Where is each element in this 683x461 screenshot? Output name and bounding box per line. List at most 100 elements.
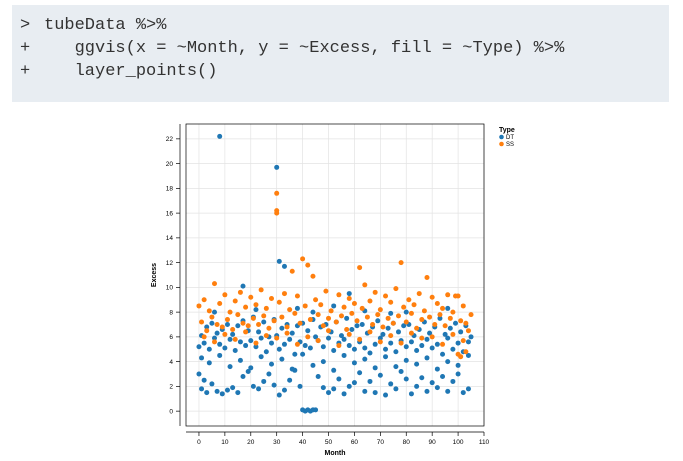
data-point [294, 305, 300, 311]
x-tick-label: 60 [351, 439, 359, 446]
data-point [333, 319, 339, 325]
legend-label-ss: SS [506, 142, 514, 148]
data-point [465, 352, 471, 358]
data-point [253, 344, 259, 350]
data-point [313, 297, 319, 303]
data-point [237, 357, 243, 363]
data-point [199, 355, 205, 361]
data-point [383, 346, 389, 352]
data-point [276, 346, 282, 352]
y-axis: 0 2 4 6 8 10 12 14 16 18 20 22 [166, 124, 181, 426]
data-point [206, 308, 212, 314]
data-point [419, 343, 425, 349]
data-point [408, 391, 414, 397]
y-tick-label: 0 [169, 408, 173, 415]
data-point [351, 300, 357, 306]
data-point [450, 309, 456, 315]
data-point [300, 256, 306, 262]
data-point [219, 324, 225, 330]
data-point [346, 291, 352, 297]
data-point [258, 354, 264, 360]
data-point [227, 309, 233, 315]
data-point [217, 133, 223, 139]
x-tick-label: 70 [377, 439, 385, 446]
data-point [367, 329, 373, 335]
data-point [427, 314, 433, 320]
data-point [375, 312, 381, 318]
data-point [388, 333, 394, 339]
y-tick-label: 10 [166, 285, 174, 292]
data-point [351, 380, 357, 386]
data-point [377, 307, 383, 313]
data-point [297, 320, 303, 326]
data-point [209, 381, 215, 387]
data-point [468, 312, 474, 318]
x-tick-label: 80 [403, 439, 411, 446]
data-point [460, 303, 466, 309]
y-axis-title: Excess [151, 263, 158, 287]
data-point [328, 308, 334, 314]
data-point [331, 367, 337, 373]
data-point [284, 330, 290, 336]
data-point [214, 388, 220, 394]
code-prompt: + [20, 39, 31, 58]
data-point [375, 318, 381, 324]
data-point [224, 387, 230, 393]
data-point [377, 339, 383, 345]
data-point [344, 326, 350, 332]
data-point [281, 341, 287, 347]
data-point [351, 346, 357, 352]
data-point [432, 322, 438, 328]
data-point [445, 335, 451, 341]
data-point [256, 386, 262, 392]
data-point [248, 338, 254, 344]
data-point [383, 293, 389, 299]
data-point [224, 317, 230, 323]
code-text: tubeData %>% [44, 16, 167, 35]
x-tick-label: 20 [247, 439, 255, 446]
series-ss [196, 190, 474, 360]
data-point [212, 339, 217, 345]
data-point [269, 296, 275, 302]
y-tick-label: 16 [166, 210, 174, 217]
data-point [305, 328, 311, 334]
code-text: ggvis(x = ~Month, y = ~Excess, fill = ~T… [44, 39, 565, 58]
data-point [349, 310, 355, 316]
data-point [230, 326, 236, 332]
data-point [331, 386, 337, 392]
data-point [315, 373, 321, 379]
data-point [331, 303, 337, 309]
data-point [458, 329, 464, 335]
data-point [398, 340, 404, 346]
data-point [393, 286, 399, 292]
data-point [468, 334, 474, 340]
data-point [338, 333, 344, 339]
data-point [362, 345, 368, 351]
data-point [383, 392, 389, 398]
data-point [393, 349, 399, 355]
data-point [279, 314, 285, 320]
data-point [263, 305, 269, 311]
data-point [326, 315, 332, 321]
data-point [463, 349, 469, 355]
data-point [274, 335, 280, 341]
data-point [367, 298, 373, 304]
data-point [256, 322, 262, 328]
data-point [302, 303, 308, 309]
data-point [437, 312, 443, 318]
data-point [227, 336, 233, 342]
data-point [250, 383, 256, 389]
data-point [341, 336, 347, 342]
data-point [458, 318, 464, 324]
data-point [245, 369, 251, 375]
data-point [388, 381, 394, 387]
y-tick-label: 6 [169, 334, 173, 341]
data-point [253, 302, 259, 308]
data-point [256, 329, 262, 335]
data-point [445, 388, 451, 394]
data-point [232, 298, 238, 304]
data-point [403, 319, 409, 325]
data-point [279, 325, 285, 331]
data-point [408, 310, 414, 316]
